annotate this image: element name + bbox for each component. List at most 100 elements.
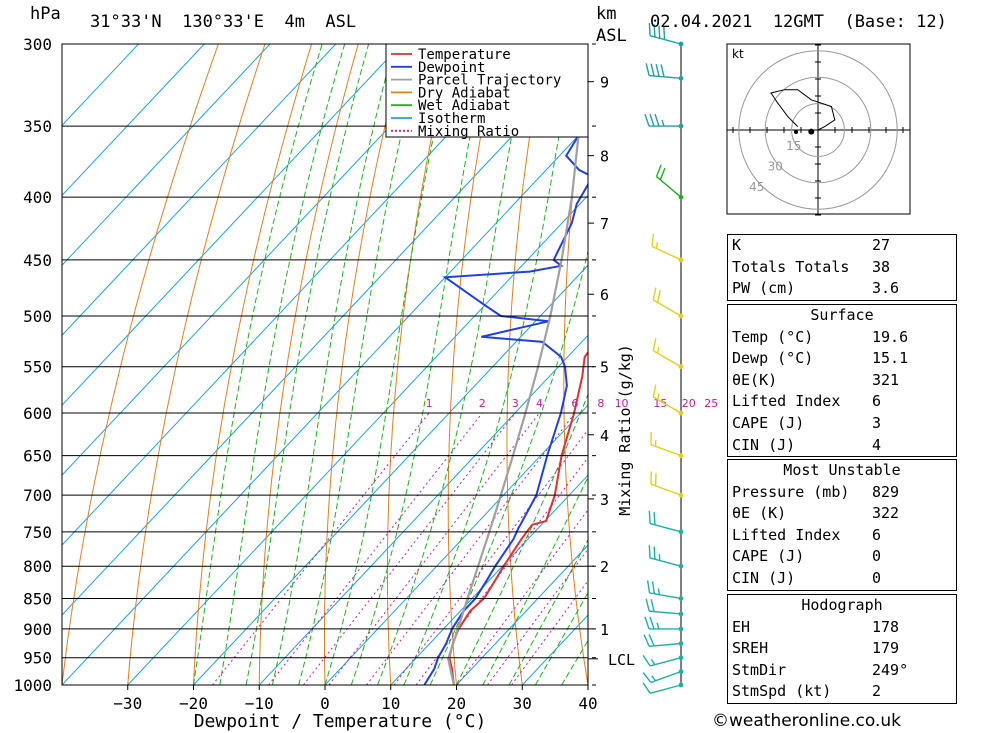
pressure-tick-label: 300 — [23, 35, 52, 54]
wind-barb — [652, 338, 684, 370]
pressure-tick-label: 550 — [23, 358, 52, 377]
wind-barb-staff — [649, 657, 682, 667]
wet-adiabat-line — [377, 44, 530, 685]
wet-adiabat-line — [456, 393, 588, 685]
index-value: 15.1 — [872, 349, 909, 368]
wind-barb-dot — [678, 529, 684, 535]
wind-barb-flag — [649, 616, 655, 630]
wet-adiabat-line — [271, 44, 395, 685]
wind-barb-staff — [649, 557, 682, 567]
isotherm-line — [62, 44, 337, 336]
wind-barb-half-flag — [650, 659, 656, 666]
index-row: PW (cm) 3.6 — [728, 278, 956, 300]
isotherm-line — [127, 194, 588, 685]
dry-adiabat-line — [964, 44, 1000, 685]
index-row: Temp (°C) 19.6 — [728, 327, 956, 349]
wind-barb — [650, 432, 684, 459]
index-label: CIN (J) — [732, 435, 796, 454]
wind-barb-dot — [678, 492, 684, 498]
wind-barb — [644, 113, 684, 129]
wind-barb-staff — [650, 670, 682, 684]
index-row: K 27 — [728, 235, 956, 257]
index-label: Dewp (°C) — [732, 349, 814, 368]
wind-barb-flag — [663, 26, 666, 40]
mixing-ratio-label: 15 — [653, 397, 667, 410]
lcl-label: LCL — [608, 651, 635, 669]
wind-barb-flag — [654, 113, 660, 127]
wind-barb-half-flag — [656, 346, 660, 354]
wind-barb-dot — [678, 641, 684, 646]
index-row: Lifted Index 6 — [728, 391, 956, 413]
wind-barb — [643, 633, 684, 647]
wind-barb-flag — [645, 63, 650, 76]
index-value: 38 — [872, 257, 891, 276]
index-row: Lifted Index 6 — [728, 525, 956, 547]
isotherm-line — [62, 124, 588, 685]
index-label: θE (K) — [732, 504, 787, 523]
wind-barb-staff — [652, 396, 682, 414]
pressure-unit-label: hPa — [30, 4, 61, 24]
legend-label: Temperature — [418, 47, 511, 63]
hodograph-ring — [791, 103, 845, 157]
mixing-ratio-label: 2 — [479, 397, 486, 410]
wind-barb — [642, 655, 684, 667]
mixing-ratio-axis-title: Mixing Ratio (g/kg) — [616, 344, 634, 516]
hodograph-ring-label: 15 — [786, 139, 801, 153]
mixing-ratio-line — [328, 412, 540, 685]
legend-label: Wet Adiabat — [418, 98, 511, 114]
index-row: StmSpd (kt) 2 — [728, 681, 956, 703]
pressure-tick-label: 1000 — [13, 676, 52, 695]
temperature-tick-label: 40 — [578, 694, 597, 713]
wet-adiabat-line — [245, 44, 370, 685]
wind-barb-flag — [660, 64, 665, 78]
index-value: 6 — [872, 525, 882, 544]
station-location: 31°33'N 130°33'E 4m ASL — [90, 12, 357, 32]
pressure-tick-label: 350 — [23, 117, 52, 136]
wind-barb-flag — [644, 113, 650, 127]
wind-barb-dot — [678, 563, 684, 569]
mixing-ratio-label: 20 — [682, 397, 696, 410]
wind-barb — [648, 23, 684, 47]
mixing-ratio-line — [456, 509, 588, 685]
hodograph-unit-label: kt — [732, 47, 744, 61]
index-row: CAPE (J) 3 — [728, 413, 956, 435]
index-value: 321 — [872, 370, 900, 389]
index-label: Pressure (mb) — [732, 482, 850, 501]
index-value: 0 — [872, 547, 882, 566]
pressure-tick-label: 450 — [23, 251, 52, 270]
index-row: Pressure (mb) 829 — [728, 482, 956, 504]
legend-label: Parcel Trajectory — [418, 73, 561, 89]
hodograph-ring — [764, 76, 872, 184]
wind-barb-flag — [652, 338, 657, 351]
wind-barb-staff — [652, 350, 682, 368]
wet-adiabat-line — [350, 44, 490, 685]
temperature-tick-label: 30 — [513, 694, 532, 713]
index-value: 179 — [872, 639, 900, 658]
wind-barb-flag — [650, 63, 655, 77]
index-row: θE(K) 321 — [728, 370, 956, 392]
index-label: Lifted Index — [732, 392, 841, 411]
pressure-tick-label: 500 — [23, 307, 52, 326]
wind-barb — [652, 287, 684, 319]
pressure-tick-label: 850 — [23, 589, 52, 608]
wind-barb-dot — [678, 611, 684, 617]
wind-barb-dot — [678, 257, 684, 263]
mixing-ratio-label: 3 — [512, 397, 519, 410]
height-km-label: 3 — [600, 491, 609, 509]
wind-barb — [648, 545, 684, 569]
wind-barb-dot — [678, 596, 684, 601]
temperature-tick-label: 20 — [447, 694, 466, 713]
wind-barb-flag — [648, 545, 651, 558]
index-label: EH — [732, 617, 751, 636]
pressure-tick-label: 400 — [23, 188, 52, 207]
wet-adiabat-line — [219, 44, 346, 685]
wind-barb-dot — [678, 682, 684, 688]
wind-barb-staff — [651, 245, 682, 261]
wind-barb-dot — [678, 41, 684, 47]
index-row: Dewp (°C) 15.1 — [728, 348, 956, 370]
mixing-ratio-label: 25 — [704, 397, 718, 410]
wind-barb — [645, 598, 684, 617]
height-km-label: 5 — [600, 359, 609, 377]
